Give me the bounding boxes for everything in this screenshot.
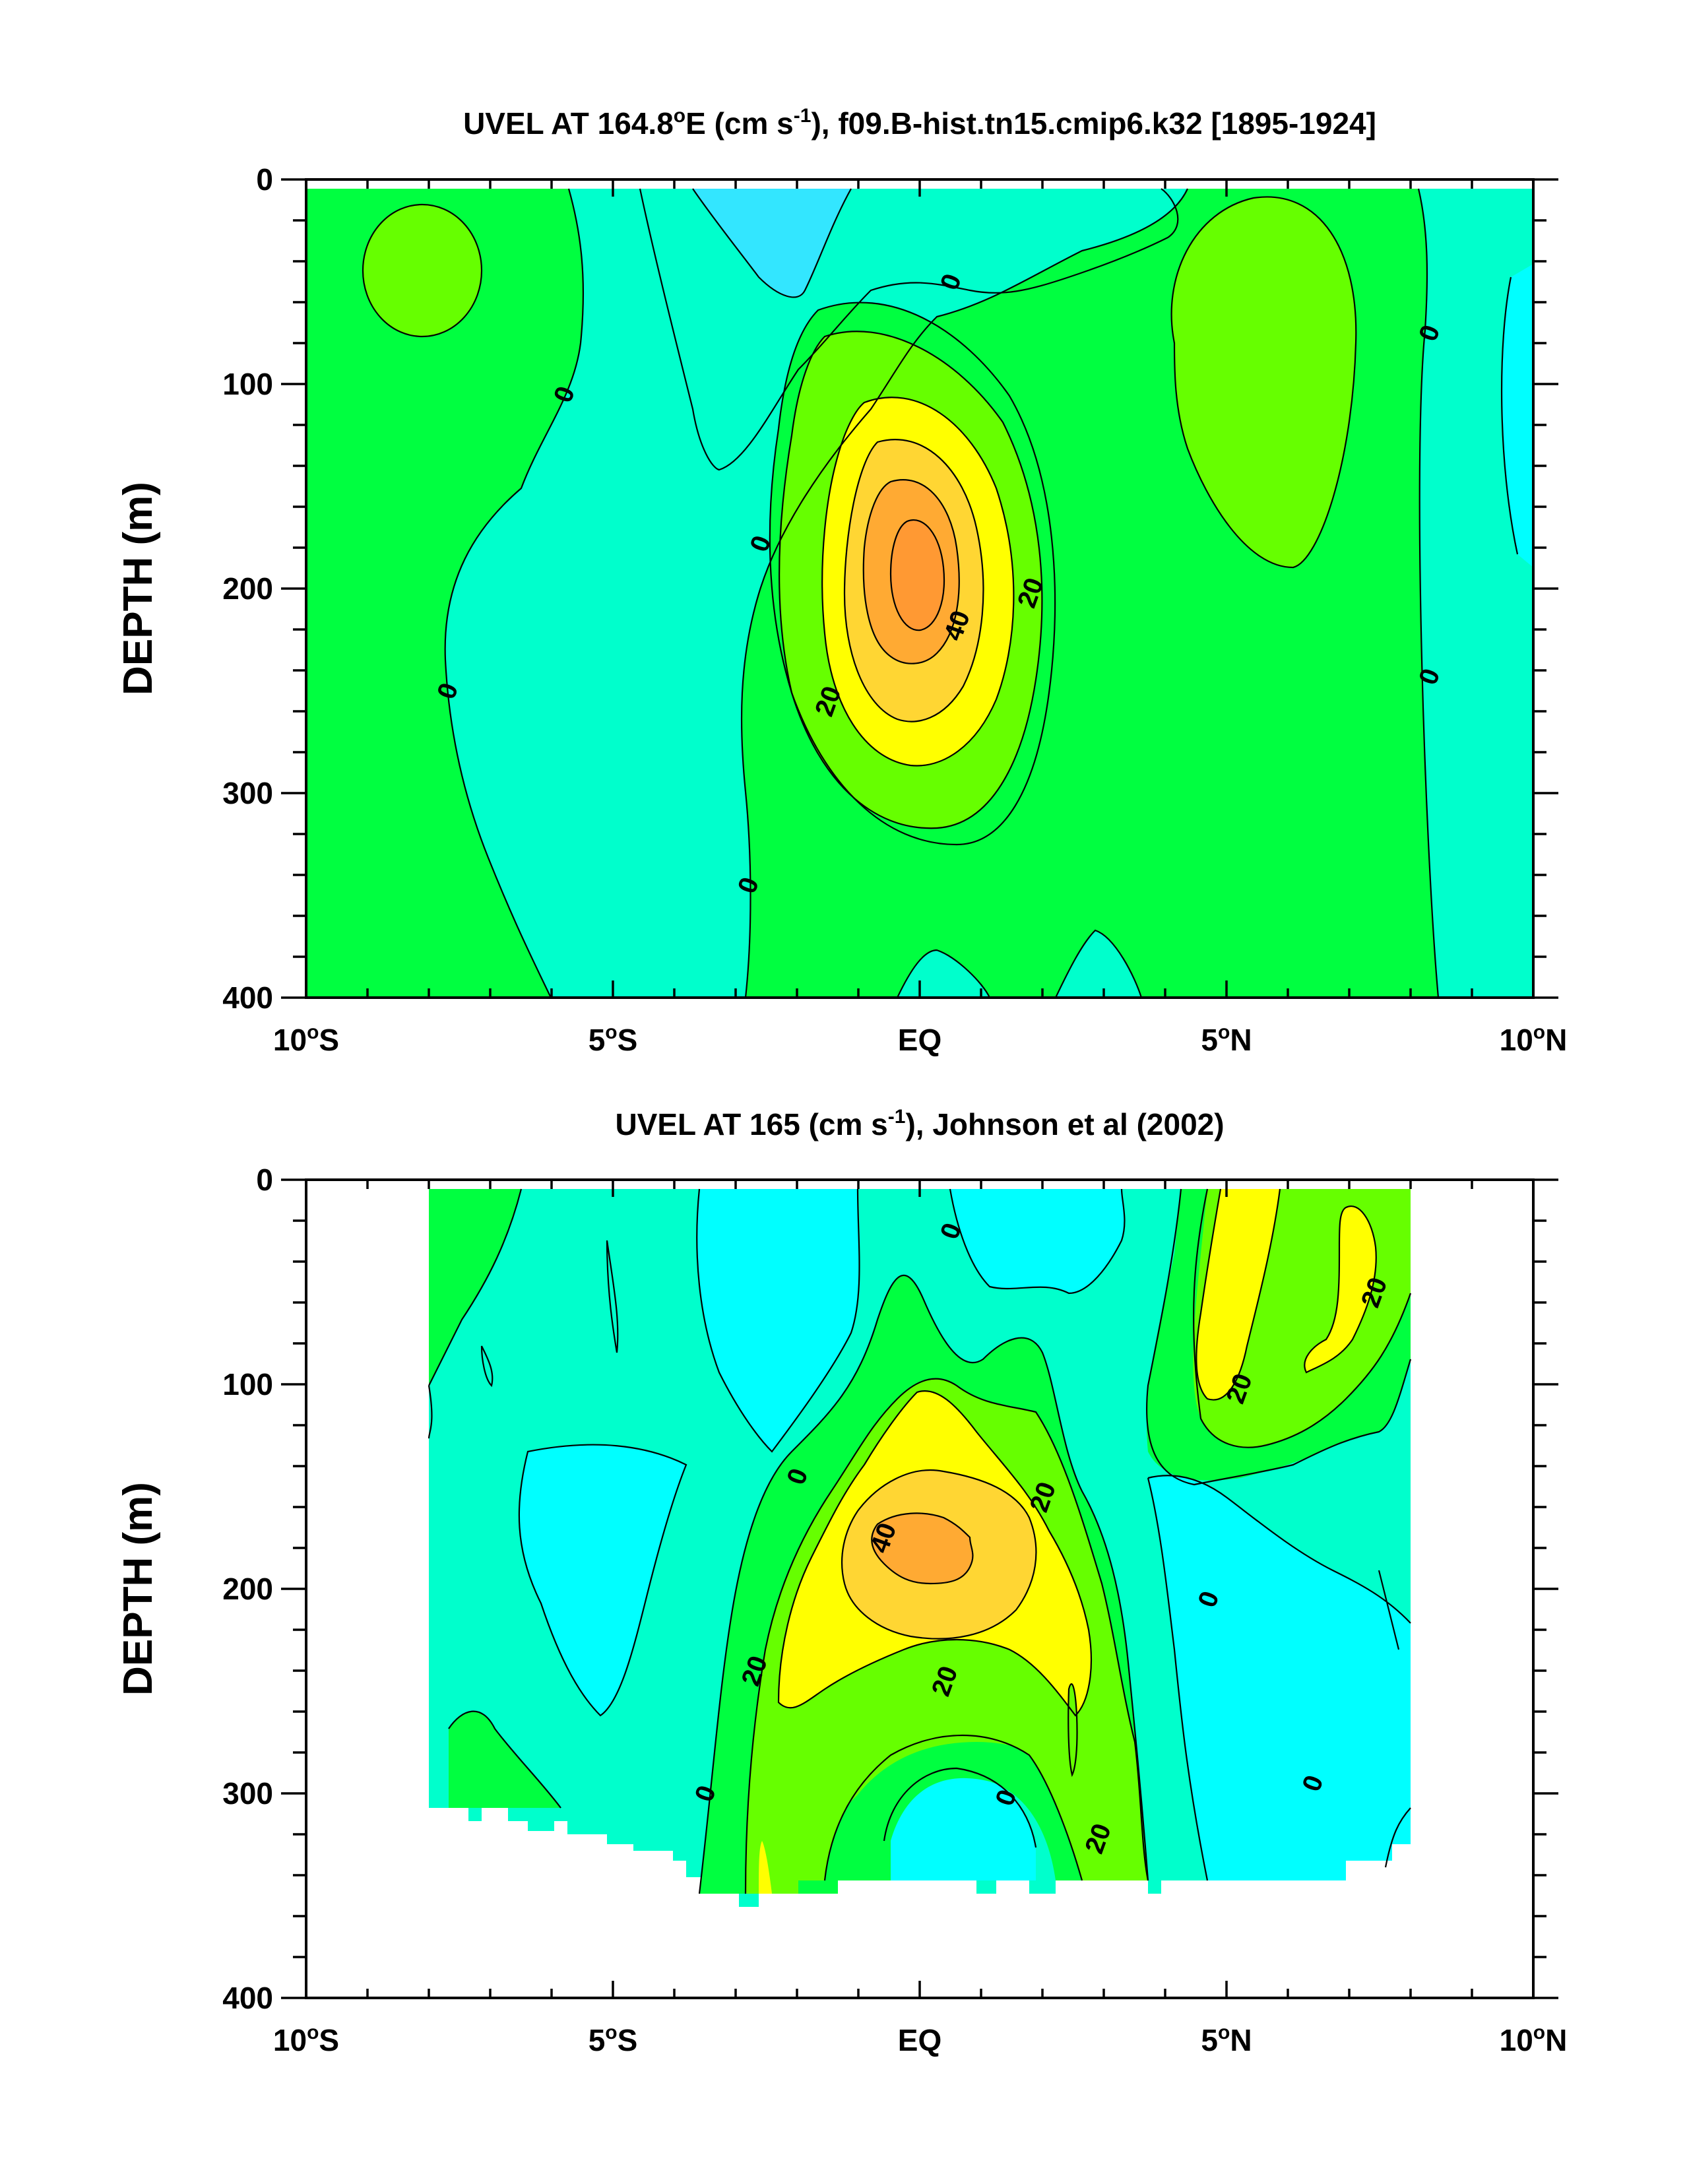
y-tick-label: 0 xyxy=(256,1163,273,1197)
y-tick-label: 100 xyxy=(222,367,273,401)
x-tick-label: 10oS xyxy=(273,2022,339,2057)
orange-core xyxy=(872,1513,973,1584)
x-tick-label: EQ xyxy=(898,2023,941,2057)
y-tick-label: 300 xyxy=(222,776,273,810)
band-0-10-left xyxy=(445,189,1188,998)
contour-lines-1 xyxy=(362,188,1519,998)
y-tick-label: 200 xyxy=(222,1572,273,1606)
panel-observations: UVEL AT 165 (cm s-1), Johnson et al (200… xyxy=(115,1106,1567,2057)
x-tick-labels-2: 10oS 5oS EQ 5oN 10oN xyxy=(273,2022,1567,2057)
neg-left-lower xyxy=(519,1444,686,1716)
y-tick-labels-1: 0 100 200 300 400 xyxy=(222,162,273,1015)
y-tick-label: 400 xyxy=(222,980,273,1015)
axis-ticks-2 xyxy=(281,1178,1558,1999)
band-neg-upper xyxy=(693,189,851,298)
blob-20-30-left xyxy=(363,205,482,337)
x-tick-label: 5oN xyxy=(1201,2022,1252,2057)
blob-20-30-right xyxy=(1171,197,1356,567)
yellow-bottom-blob xyxy=(759,1841,772,1894)
neg-bottom-middle xyxy=(884,1768,1036,1880)
chart-title-1: UVEL AT 164.8oE (cm s-1), f09.B-hist.tn1… xyxy=(463,105,1376,141)
axis-ticks-1 xyxy=(281,178,1558,999)
x-tick-label: 5oS xyxy=(589,2022,638,2057)
neg-middle-top xyxy=(950,1189,1125,1293)
yellow-right-blob-1 xyxy=(1196,1189,1280,1400)
x-tick-label: 10oN xyxy=(1500,2022,1568,2057)
y-tick-label: 0 xyxy=(256,162,273,197)
y-tick-labels-2: 0 100 200 300 400 xyxy=(222,1163,273,2015)
jet-60-plus xyxy=(891,520,944,631)
x-tick-label: 10oN xyxy=(1500,1021,1568,1057)
chart-title-2: UVEL AT 165 (cm s-1), Johnson et al (200… xyxy=(615,1106,1224,1141)
x-tick-label: 5oS xyxy=(589,1021,638,1057)
y-tick-label: 300 xyxy=(222,1776,273,1811)
contour-lines-2 xyxy=(428,1188,1412,1894)
contour-fill-2 xyxy=(429,1189,1411,1907)
panel-model: UVEL AT 164.8oE (cm s-1), f09.B-hist.tn1… xyxy=(115,105,1567,1057)
green-left-bottom xyxy=(449,1711,561,1808)
x-tick-label: 10oS xyxy=(273,1021,339,1057)
x-tick-label: 5oN xyxy=(1201,1021,1252,1057)
y-axis-label-1: DEPTH (m) xyxy=(115,482,161,695)
band-bottom-bump-2 xyxy=(1056,930,1141,998)
y-tick-label: 200 xyxy=(222,571,273,606)
y-axis-label-2: DEPTH (m) xyxy=(115,1482,161,1696)
yellow-right-thread xyxy=(1068,1684,1077,1775)
x-tick-labels-1: 10oS 5oS EQ 5oN 10oN xyxy=(273,1021,1567,1057)
y-tick-label: 400 xyxy=(222,1981,273,2015)
contour-fill-1 xyxy=(306,189,1533,998)
band-neg-right xyxy=(1502,264,1533,567)
green-left-top xyxy=(429,1189,521,1386)
x-tick-label: EQ xyxy=(898,1023,941,1057)
y-tick-label: 100 xyxy=(222,1367,273,1401)
yellow-right-blob-2 xyxy=(1304,1206,1376,1372)
